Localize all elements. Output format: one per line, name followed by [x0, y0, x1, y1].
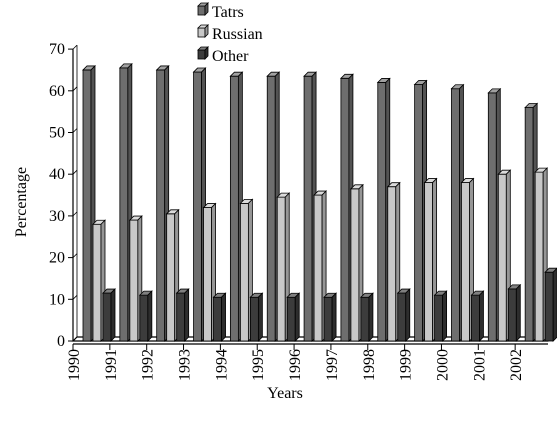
chart-legend: Tatrs Russian Other	[197, 2, 263, 65]
x-tick-label: 1993	[177, 349, 194, 381]
y-tick-depth	[72, 253, 78, 258]
x-tick-label: 1995	[250, 349, 267, 381]
bar-other-1998	[396, 288, 411, 342]
legend-label: Tatrs	[212, 4, 244, 21]
legend-item: Russian	[197, 24, 263, 43]
y-tick-depth	[72, 86, 78, 92]
x-axis-label: Years	[267, 385, 303, 402]
x-tick-label: 2000	[434, 349, 451, 381]
legend-label: Other	[212, 48, 249, 65]
y-tick-label: 50	[49, 125, 65, 142]
y-tick-depth	[72, 211, 78, 217]
x-tick-label: 1999	[398, 349, 415, 381]
legend-swatch	[197, 49, 206, 60]
y-tick-depth	[72, 295, 78, 300]
legend-label: Russian	[212, 26, 263, 43]
y-tick-label: 40	[49, 166, 65, 183]
bar-other-1992	[175, 288, 190, 342]
x-tick-label: 1990	[66, 349, 83, 381]
x-tick-label: 2002	[508, 349, 525, 381]
bar-russian-1992	[165, 208, 180, 342]
bar-other-1996	[323, 292, 338, 342]
bar-other-2001	[507, 283, 522, 342]
legend-item: Tatrs	[197, 2, 244, 21]
bar-other-2002	[544, 267, 557, 342]
x-tick-label: 2001	[471, 349, 488, 381]
y-tick-depth	[72, 128, 78, 133]
y-tick-label: 60	[49, 83, 65, 100]
x-tick-label: 1996	[287, 349, 304, 381]
bar-russian-1991	[128, 215, 143, 342]
legend-swatch	[197, 5, 206, 16]
legend-item: Other	[197, 46, 249, 65]
y-tick-label: 20	[49, 250, 65, 267]
bar-other-1991	[138, 290, 153, 342]
legend-swatch	[197, 27, 206, 38]
bar-other-2000	[470, 290, 485, 342]
y-tick-depth	[72, 44, 78, 50]
y-tick-depth	[72, 169, 78, 175]
bar-other-1993	[212, 292, 227, 342]
bar-other-1994	[249, 292, 264, 342]
x-tick-label: 1991	[103, 349, 120, 381]
bar-other-1997	[359, 292, 374, 342]
y-tick-label: 10	[49, 291, 65, 308]
x-tick-label: 1998	[361, 349, 378, 381]
y-tick-label: 30	[49, 208, 65, 225]
x-tick-label: 1994	[213, 349, 230, 381]
chart-bars	[82, 62, 557, 342]
y-tick-label: 70	[49, 41, 65, 58]
x-tick-label: 1992	[140, 349, 157, 381]
bar-other-1990	[102, 288, 116, 342]
bar-other-1995	[286, 292, 301, 342]
x-tick-label: 1997	[324, 349, 341, 381]
y-axis-label: Percentage	[13, 167, 30, 237]
bar-other-1999	[433, 290, 448, 342]
y-tick-label: 0	[57, 333, 65, 350]
